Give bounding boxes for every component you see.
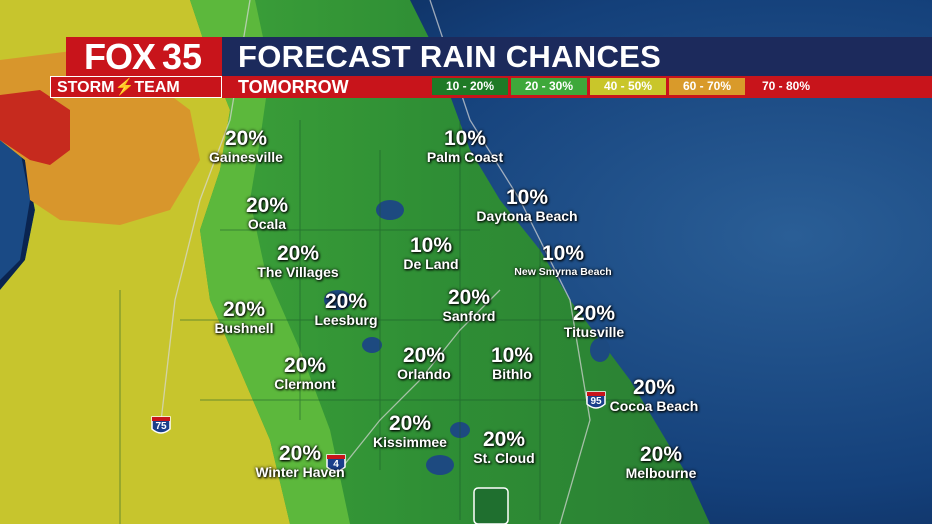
legend-chip: 70 - 80% (748, 78, 824, 95)
city-name: Gainesville (209, 149, 283, 165)
page-title: FORECAST RAIN CHANCES (238, 39, 662, 74)
legend-label: 10 - 20% (445, 79, 495, 93)
rain-percent: 20% (639, 443, 683, 466)
city-name: Kissimmee (373, 434, 447, 450)
logo-fox-text: FOX (84, 36, 156, 77)
location-orlando: 20% Orlando (397, 345, 451, 382)
rain-percent: 20% (632, 376, 676, 399)
city-name: Titusville (563, 324, 625, 340)
location-ocala: 20% Ocala (246, 195, 288, 232)
lake (426, 455, 454, 475)
location-sanford: 20% Sanford (443, 287, 496, 324)
location-bithlo: 10% Bithlo (491, 345, 533, 382)
interstate-75-shield: 75 (150, 415, 172, 437)
location-new-smyrna-beach: 10% New Smyrna Beach (514, 243, 611, 280)
location-daytona-beach: 10% Daytona Beach (476, 187, 577, 224)
interstate-95-number: 95 (590, 396, 602, 407)
location-gainesville: 20% Gainesville (209, 128, 283, 165)
rain-percent: 20% (447, 286, 491, 309)
location-kissimmee: 20% Kissimmee (373, 413, 447, 450)
city-name: Leesburg (314, 312, 378, 328)
interstate-95-shield: 95 (585, 390, 607, 412)
title-bar: FORECAST RAIN CHANCES (222, 37, 932, 76)
fox-logo-box: FOX 35 (66, 36, 222, 77)
rain-percent: 10% (409, 234, 453, 257)
location-st-cloud: 20% St. Cloud (473, 429, 534, 466)
turnpike-shield (473, 487, 509, 524)
legend-label: 20 - 30% (524, 79, 574, 93)
city-name: Orlando (397, 366, 451, 382)
lake (590, 338, 610, 362)
location-palm-coast: 10% Palm Coast (427, 128, 503, 165)
rain-percent: 20% (283, 354, 327, 377)
city-name: Ocala (247, 216, 287, 232)
rain-percent: 20% (572, 302, 616, 325)
logo-storm-team-text: STORM⚡TEAM (57, 79, 180, 96)
red-rain-zone (0, 90, 70, 165)
rain-percent: 20% (224, 127, 268, 150)
logo-number-text: 35 (162, 36, 203, 77)
storm-team-box: STORM⚡TEAM (50, 76, 222, 98)
rain-percent: 20% (402, 344, 446, 367)
legend-chip: 40 - 50% (590, 78, 666, 95)
city-name: De Land (403, 256, 459, 272)
legend-label: 60 - 70% (682, 79, 732, 93)
legend-label: 70 - 80% (761, 79, 811, 93)
city-name: Bithlo (492, 366, 532, 382)
location-leesburg: 20% Leesburg (314, 291, 377, 328)
city-name: Daytona Beach (476, 208, 578, 224)
city-name: St. Cloud (473, 450, 535, 466)
interstate-4-shield: 4 (325, 453, 347, 475)
legend-chip: 10 - 20% (432, 78, 508, 95)
city-name: New Smyrna Beach (514, 266, 612, 278)
county-lines (119, 120, 630, 524)
rain-percent: 20% (388, 412, 432, 435)
location-winter-haven: 20% Winter Haven (255, 443, 344, 480)
location-clermont: 20% Clermont (274, 355, 335, 392)
lake (324, 290, 352, 310)
header: FORECAST RAIN CHANCES TOMORROW FOX 35 ST… (0, 36, 932, 98)
fox35-logo: FOX 35 STORM⚡TEAM (50, 36, 222, 98)
location-melbourne: 20% Melbourne (626, 444, 697, 481)
city-name: Bushnell (214, 320, 274, 336)
city-name: Clermont (274, 376, 336, 392)
interstate-4-number: 4 (333, 459, 339, 470)
rain-percent: 20% (324, 290, 368, 313)
rain-percent: 20% (278, 442, 322, 465)
legend-label: 40 - 50% (603, 79, 653, 93)
city-name: Sanford (442, 308, 496, 324)
city-name: Cocoa Beach (609, 398, 699, 414)
location-titusville: 20% Titusville (564, 303, 624, 340)
city-name: Melbourne (625, 465, 697, 481)
rain-chance-legend: 10 - 20% 20 - 30% 40 - 50% 60 - 70% 70 -… (432, 78, 925, 95)
location-cocoa-beach: 20% Cocoa Beach (610, 377, 699, 414)
city-name: The Villages (257, 264, 339, 280)
rain-percent: 20% (245, 194, 289, 217)
page-subtitle: TOMORROW (238, 77, 349, 97)
rain-percent: 10% (505, 186, 549, 209)
legend-chip: 20 - 30% (511, 78, 587, 95)
rain-percent: 20% (276, 242, 320, 265)
rain-percent: 20% (482, 428, 526, 451)
interstate-75-number: 75 (155, 421, 167, 432)
city-name: Palm Coast (426, 149, 504, 165)
gulf-water (0, 140, 30, 280)
location-de-land: 10% De Land (403, 235, 458, 272)
legend-chip: 60 - 70% (669, 78, 745, 95)
rain-percent: 10% (490, 344, 534, 367)
light-green-band (190, 0, 350, 524)
location-bushnell: 20% Bushnell (214, 299, 273, 336)
rain-percent: 20% (222, 298, 266, 321)
location-the-villages: 20% The Villages (257, 243, 338, 280)
rain-percent: 10% (443, 127, 487, 150)
legend-chip-empty (827, 78, 925, 95)
city-name: Winter Haven (255, 464, 345, 480)
lake (362, 337, 382, 353)
rain-percent: 10% (541, 242, 585, 265)
lake (376, 200, 404, 220)
